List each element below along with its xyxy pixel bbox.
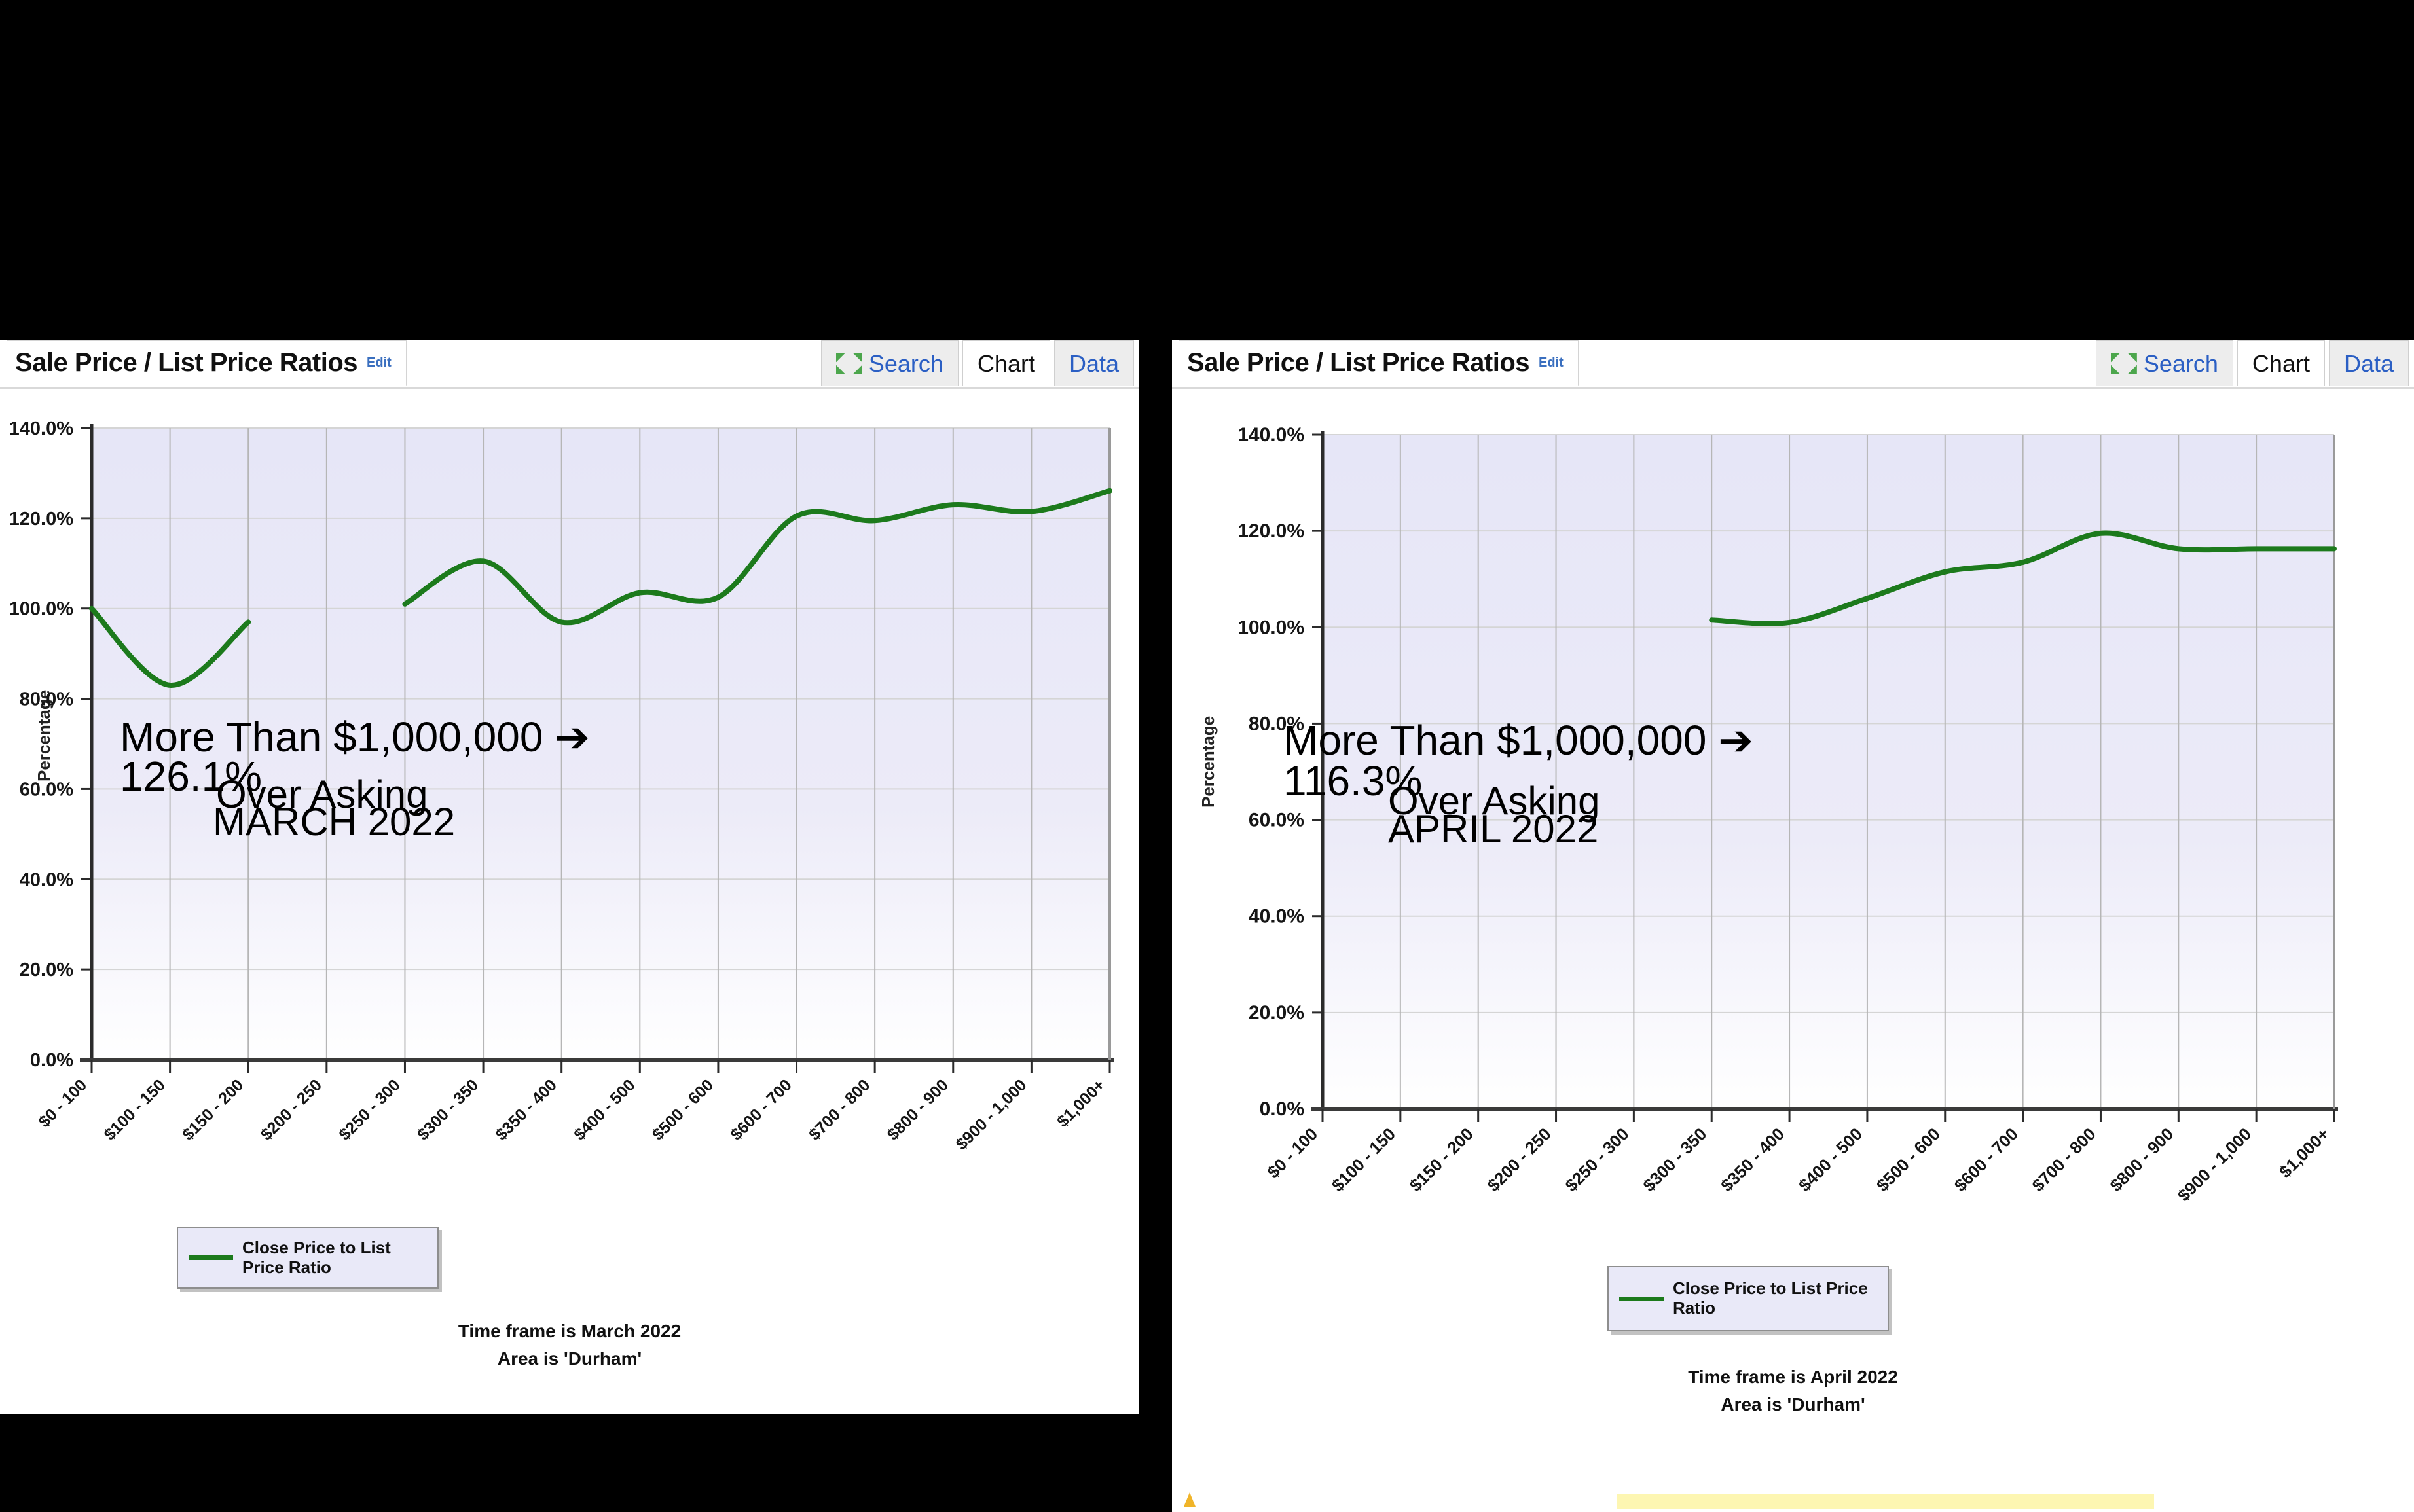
tab-chart-label: Chart (2252, 350, 2310, 377)
svg-text:140.0%: 140.0% (9, 418, 74, 439)
svg-text:$150 - 200: $150 - 200 (1406, 1124, 1477, 1195)
annotation-line-2: 126.1% (120, 753, 263, 800)
annotation-line-4: MARCH 2022 (213, 800, 456, 844)
chart-footnote-timeframe: Time frame is April 2022 (1688, 1367, 1898, 1387)
svg-text:$250 - 300: $250 - 300 (1562, 1124, 1633, 1195)
svg-text:$400 - 500: $400 - 500 (1795, 1124, 1866, 1195)
svg-text:$200 - 250: $200 - 250 (257, 1075, 325, 1143)
legend-label: Close Price to List Price Ratio (1673, 1278, 1868, 1318)
svg-text:$100 - 150: $100 - 150 (1328, 1124, 1399, 1195)
svg-text:$800 - 900: $800 - 900 (884, 1075, 952, 1143)
svg-text:$300 - 350: $300 - 350 (1639, 1124, 1710, 1195)
svg-text:140.0%: 140.0% (1237, 424, 1304, 446)
svg-text:0.0%: 0.0% (30, 1050, 73, 1071)
svg-text:$0 - 100: $0 - 100 (35, 1075, 91, 1131)
highlight-bar (1617, 1494, 2154, 1509)
chart-footnote-area: Area is 'Durham' (1721, 1394, 1865, 1414)
overlay-letter-m: M (753, 0, 1091, 404)
svg-text:40.0%: 40.0% (20, 869, 73, 890)
svg-text:$250 - 300: $250 - 300 (335, 1075, 403, 1143)
svg-text:20.0%: 20.0% (1249, 1002, 1304, 1024)
chart-canvas-march: Percentage 0.0% 20.0% 40.0% 60.0% 80.0% 100.0… (0, 389, 1139, 1410)
tab-data[interactable]: Data (2328, 340, 2409, 386)
svg-text:120.0%: 120.0% (1237, 520, 1304, 542)
annotation-line-1: More Than $1,000,000 ➔ (1283, 717, 1753, 764)
header-tabs-march: Search Chart Data (820, 340, 1134, 386)
chart-canvas-april: Percentage 0.0% 20.0% 40.0% 60.0% 80.0% 100.0… (1172, 389, 2414, 1509)
page-title: Sale Price / List Price Ratios (1187, 348, 1530, 377)
svg-text:$300 - 350: $300 - 350 (414, 1075, 482, 1143)
svg-text:120.0%: 120.0% (9, 509, 74, 530)
edit-link[interactable]: Edit (1539, 355, 1564, 370)
annotation-line-3: Over Asking (216, 772, 428, 816)
search-button-label: Search (868, 350, 943, 377)
svg-text:60.0%: 60.0% (1249, 810, 1304, 831)
svg-text:0.0%: 0.0% (1260, 1098, 1304, 1120)
edit-link[interactable]: Edit (367, 355, 392, 370)
svg-text:$350 - 400: $350 - 400 (1717, 1124, 1788, 1195)
svg-text:80.0%: 80.0% (1249, 713, 1304, 734)
page-title: Sale Price / List Price Ratios (15, 348, 358, 377)
svg-text:$500 - 600: $500 - 600 (649, 1075, 717, 1143)
legend-line-swatch (1619, 1296, 1664, 1301)
panel-header-march: Sale Price / List Price Ratios Edit Sear… (0, 340, 1139, 389)
annotation-line-3: Over Asking (1388, 779, 1600, 823)
svg-text:$1,000+: $1,000+ (2275, 1124, 2333, 1181)
svg-text:80.0%: 80.0% (20, 689, 73, 710)
svg-text:$350 - 400: $350 - 400 (492, 1075, 560, 1143)
expand-arrows-icon (835, 352, 862, 376)
svg-text:$500 - 600: $500 - 600 (1873, 1124, 1944, 1195)
chart-plot-svg-april: 0.0% 20.0% 40.0% 60.0% 80.0% 100.0% 120.0% 140.… (1237, 424, 2338, 1205)
search-button[interactable]: Search (820, 340, 959, 386)
panel-header-april: Sale Price / List Price Ratios Edit Sear… (1172, 340, 2414, 389)
header-tabs-april: Search Chart Data (2095, 340, 2409, 386)
chart-legend-april: Close Price to List Price Ratio (1607, 1266, 1889, 1331)
chart-plot-svg-march: 0.0% 20.0% 40.0% 60.0% 80.0% 100.0% 120.0% 140.… (9, 418, 1114, 1154)
panel-title-tab-april[interactable]: Sale Price / List Price Ratios Edit (1179, 340, 1579, 386)
svg-text:$900 - 1,000: $900 - 1,000 (953, 1075, 1031, 1153)
svg-text:$150 - 200: $150 - 200 (179, 1075, 247, 1143)
svg-text:$400 - 500: $400 - 500 (570, 1075, 638, 1143)
svg-text:$900 - 1,000: $900 - 1,000 (2174, 1124, 2255, 1205)
svg-text:$600 - 700: $600 - 700 (1950, 1124, 2022, 1195)
tab-chart-label: Chart (977, 350, 1035, 377)
chart-footnote-area: Area is 'Durham' (497, 1348, 642, 1369)
chart-legend-march: Close Price to List Price Ratio (177, 1227, 439, 1289)
tab-chart[interactable]: Chart (962, 340, 1050, 386)
tab-data-label: Data (2343, 350, 2394, 377)
tab-data[interactable]: Data (1053, 340, 1134, 386)
svg-text:$700 - 800: $700 - 800 (2028, 1124, 2100, 1195)
search-button[interactable]: Search (2095, 340, 2233, 386)
svg-text:$1,000+: $1,000+ (1053, 1075, 1108, 1130)
panel-title-tab-march[interactable]: Sale Price / List Price Ratios Edit (7, 340, 407, 386)
annotation-line-4: APRIL 2022 (1388, 807, 1599, 851)
svg-text:$700 - 800: $700 - 800 (805, 1075, 873, 1143)
legend-line-swatch (189, 1255, 233, 1260)
svg-text:20.0%: 20.0% (20, 960, 73, 981)
svg-text:100.0%: 100.0% (1237, 617, 1304, 638)
warning-marker-icon (1184, 1492, 1196, 1507)
svg-text:60.0%: 60.0% (20, 779, 73, 800)
legend-label: Close Price to List Price Ratio (242, 1237, 391, 1277)
expand-arrows-icon (2110, 352, 2137, 376)
svg-text:$200 - 250: $200 - 250 (1484, 1124, 1555, 1195)
annotation-line-2: 116.3% (1283, 757, 1423, 804)
tab-chart[interactable]: Chart (2237, 340, 2325, 386)
svg-text:40.0%: 40.0% (1249, 906, 1304, 927)
svg-text:100.0%: 100.0% (9, 599, 74, 620)
chart-panel-april: Sale Price / List Price Ratios Edit Sear… (1172, 340, 2414, 1512)
tab-data-label: Data (1069, 350, 1119, 377)
svg-text:$100 - 150: $100 - 150 (101, 1075, 169, 1143)
chart-panel-march: Residential Other Lease Commercial Comme… (0, 340, 1139, 1414)
search-button-label: Search (2143, 350, 2218, 377)
svg-text:$0 - 100: $0 - 100 (1264, 1124, 1322, 1182)
svg-text:$600 - 700: $600 - 700 (727, 1075, 795, 1143)
svg-text:$800 - 900: $800 - 900 (2106, 1124, 2177, 1195)
chart-footnote-timeframe: Time frame is March 2022 (458, 1321, 682, 1341)
annotation-line-1: More Than $1,000,000 ➔ (120, 713, 590, 761)
